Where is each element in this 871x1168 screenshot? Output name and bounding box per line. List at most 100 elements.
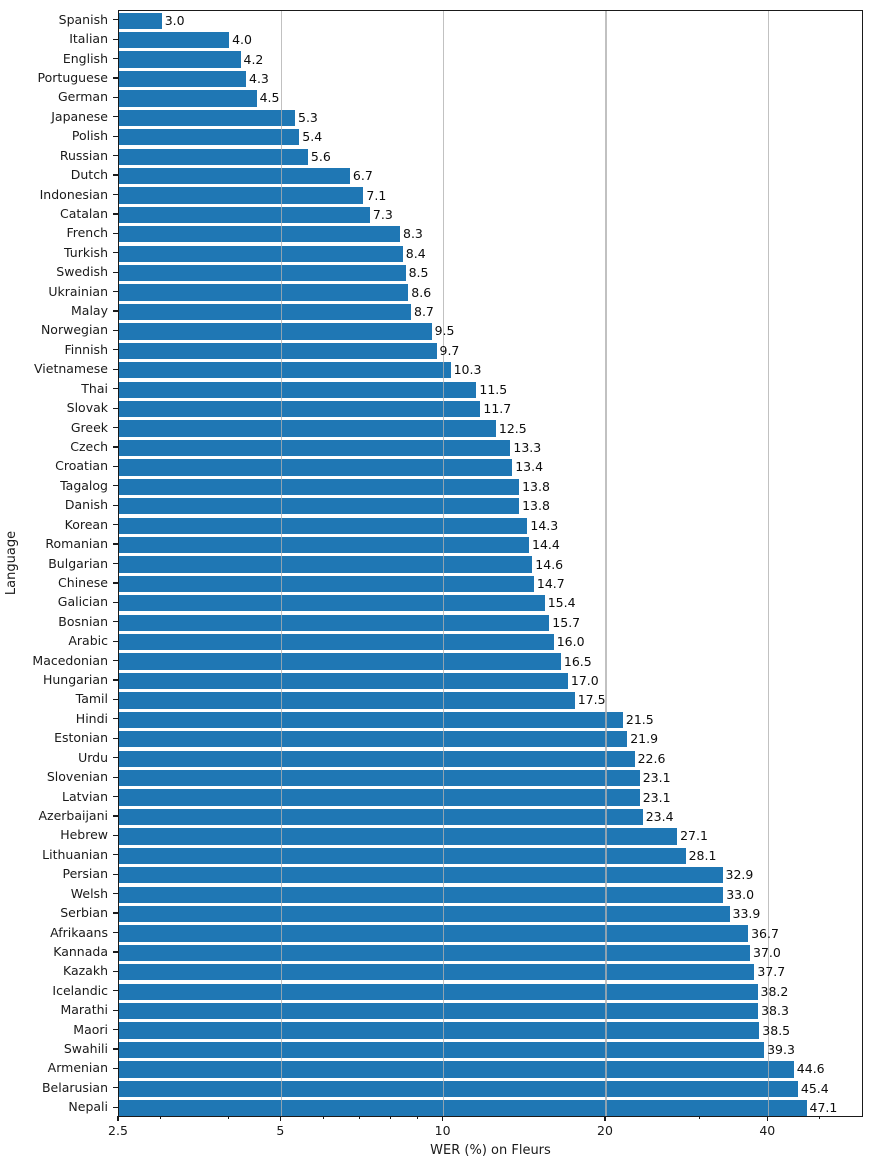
y-tick-label: Serbian — [60, 905, 108, 921]
y-tick-label: Nepali — [68, 1099, 108, 1115]
bar-value-label: 13.8 — [522, 498, 550, 514]
y-tick — [113, 893, 118, 895]
x-minor-tick — [227, 1116, 229, 1119]
bar-value-label: 11.5 — [479, 381, 508, 397]
bar-value-label: 28.1 — [688, 847, 717, 863]
bar — [119, 847, 686, 864]
y-tick-label: Galician — [57, 594, 108, 610]
y-tick — [113, 368, 118, 370]
y-tick — [113, 193, 118, 196]
bar — [119, 498, 520, 515]
bar — [119, 634, 554, 651]
bar-value-label: 33.0 — [726, 886, 755, 902]
y-tick — [113, 310, 118, 312]
y-tick — [113, 38, 118, 40]
bar-value-label: 37.0 — [753, 944, 781, 960]
bar-value-label: 3.0 — [164, 12, 185, 28]
y-tick-label: German — [57, 89, 108, 105]
y-tick — [113, 834, 118, 836]
bar-value-label: 21.9 — [630, 731, 659, 747]
y-tick-label: Croatian — [55, 458, 108, 474]
bar-value-label: 8.4 — [405, 245, 426, 261]
bar-value-label: 13.8 — [522, 478, 550, 494]
bar — [119, 867, 723, 884]
bar — [119, 614, 550, 631]
y-tick-label: Hindi — [75, 710, 108, 726]
bar-value-label: 16.5 — [563, 653, 592, 669]
bar — [119, 129, 300, 146]
bar-value-label: 14.7 — [536, 575, 565, 591]
y-tick — [113, 679, 118, 681]
bar — [119, 1100, 807, 1117]
bar-value-label: 5.4 — [302, 129, 323, 145]
y-tick — [113, 737, 118, 739]
y-tick-label: Bosnian — [58, 613, 108, 629]
x-tick-label: 5 — [276, 1123, 285, 1138]
bar — [119, 362, 451, 379]
y-tick — [113, 57, 118, 60]
y-tick — [113, 776, 118, 778]
bar — [119, 303, 411, 321]
bar — [119, 1003, 759, 1020]
y-tick-label: Norwegian — [40, 322, 108, 338]
x-tick-label: 40 — [759, 1123, 776, 1138]
y-tick-label: Armenian — [47, 1060, 108, 1076]
bar-value-label: 14.4 — [532, 537, 560, 553]
bar-value-label: 8.6 — [411, 284, 432, 300]
bar — [119, 323, 432, 340]
bar-value-label: 38.5 — [762, 1022, 791, 1038]
y-tick — [113, 621, 118, 623]
bar-value-label: 38.2 — [760, 983, 789, 999]
bar-value-label: 16.0 — [556, 634, 585, 650]
bar-value-label: 9.5 — [434, 323, 455, 339]
bar-value-label: 4.0 — [232, 32, 252, 48]
bar — [119, 556, 533, 573]
bar — [119, 983, 758, 1000]
x-tick — [766, 1116, 768, 1121]
y-tick-label: Persian — [62, 866, 109, 882]
bar-value-label: 15.4 — [547, 595, 576, 611]
bar — [119, 536, 529, 554]
bar-value-label: 8.3 — [403, 226, 423, 242]
y-tick-label: Icelandic — [52, 982, 108, 998]
y-tick — [113, 329, 118, 332]
gridline — [443, 11, 445, 1116]
y-tick-label: Thai — [81, 380, 108, 396]
bar — [119, 206, 370, 224]
y-tick — [113, 640, 118, 642]
y-tick-label: Belarusian — [41, 1079, 108, 1095]
bar — [119, 653, 561, 670]
y-tick — [113, 698, 118, 701]
y-tick — [113, 446, 118, 448]
bar-value-label: 10.3 — [453, 362, 482, 378]
bar-value-label: 36.7 — [751, 925, 779, 941]
y-tick — [113, 543, 118, 545]
bar — [119, 964, 755, 981]
bar-value-label: 45.4 — [800, 1080, 829, 1096]
y-tick-label: Finnish — [64, 341, 108, 357]
y-tick — [113, 912, 118, 914]
x-minor-tick — [322, 1116, 324, 1119]
y-tick-label: Swedish — [56, 264, 108, 280]
bar-value-label: 27.1 — [680, 828, 708, 844]
y-tick — [113, 660, 118, 662]
bar — [119, 381, 477, 398]
y-tick-label: Maori — [73, 1021, 108, 1037]
y-tick-label: Chinese — [58, 574, 108, 590]
y-tick-label: French — [66, 225, 108, 241]
x-minor-tick — [160, 1116, 162, 1119]
y-tick-label: Italian — [69, 31, 108, 47]
bar-value-label: 15.7 — [552, 614, 581, 630]
y-tick — [113, 388, 118, 390]
bar-value-label: 4.3 — [249, 71, 269, 86]
bar — [119, 828, 678, 845]
bar — [119, 51, 241, 68]
y-tick — [113, 990, 118, 992]
y-tick-label: Lithuanian — [42, 846, 108, 862]
bar — [119, 342, 437, 360]
bar — [119, 517, 528, 534]
y-tick — [113, 135, 118, 137]
bar — [119, 1061, 794, 1078]
bar-value-label: 5.6 — [310, 148, 331, 164]
bar — [119, 70, 246, 88]
